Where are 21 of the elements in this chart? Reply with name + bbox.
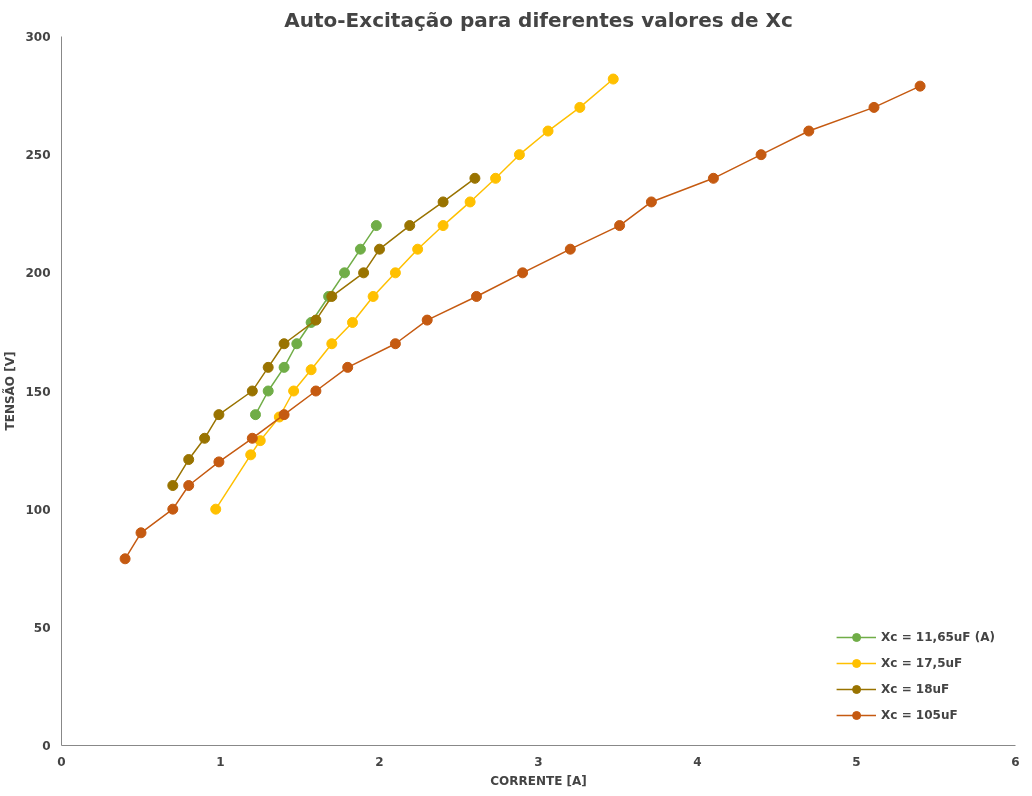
y-tick-label: 150 [25, 384, 51, 399]
y-tick-label: 300 [25, 30, 51, 44]
x-tick-label: 3 [534, 754, 543, 769]
y-tick-label: 0 [42, 739, 51, 753]
x-tick-label: 2 [375, 754, 384, 769]
legend-label: Xc = 105uF [881, 708, 958, 722]
x-tick-label: 0 [57, 754, 66, 769]
legend-label: Xc = 18uF [881, 682, 950, 696]
x-axis-title: CORRENTE [A] [490, 773, 587, 788]
x-tick-label: 4 [693, 754, 702, 769]
y-tick-label: 100 [25, 502, 51, 517]
chart-title: Auto-Excitação para diferentes valores de Xc [284, 7, 793, 32]
x-tick-label: 5 [852, 754, 861, 769]
y-axis-title: TENSÃO [V] [2, 351, 18, 431]
x-tick-label: 1 [216, 754, 225, 769]
y-tick-label: 200 [25, 266, 51, 281]
legend-label: Xc = 17,5uF [881, 656, 963, 670]
legend-label: Xc = 11,65uF (A) [881, 630, 995, 644]
x-tick-label: 6 [1011, 754, 1020, 769]
y-tick-label: 250 [25, 148, 51, 163]
y-tick-label: 50 [33, 620, 51, 635]
